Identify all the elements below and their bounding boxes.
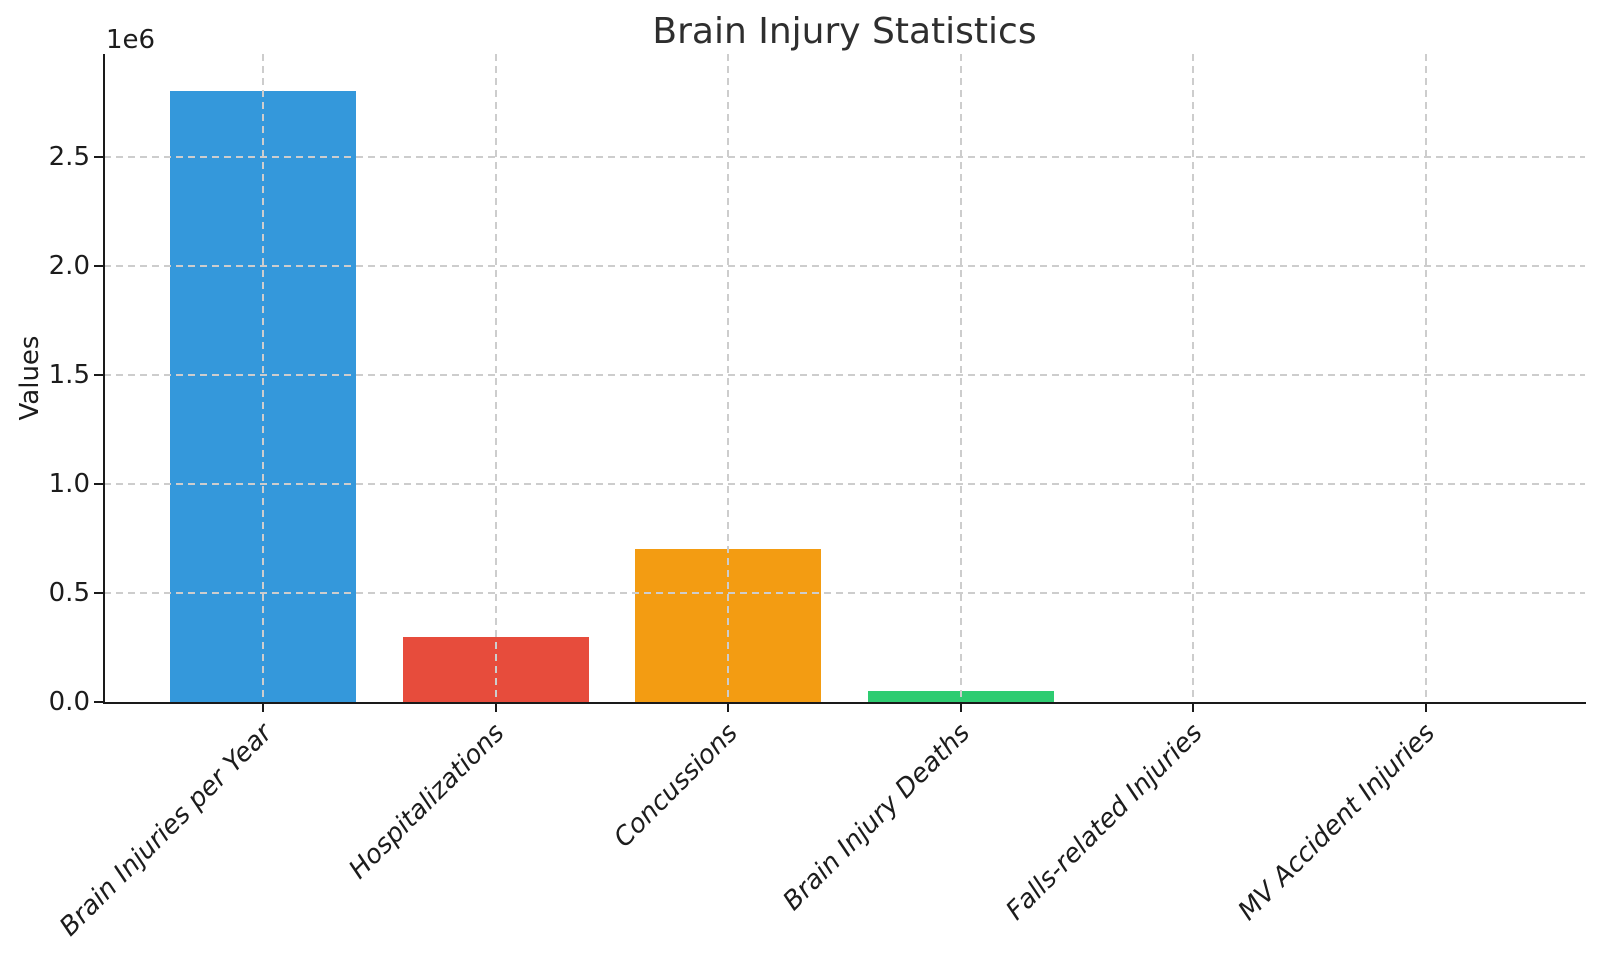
x-tick-mark [959,703,962,712]
h-gridline-2.5 [104,155,1585,158]
v-gridline-mv-accident-injuries [1425,54,1427,702]
y-tick-label-1.5: 1.5 [48,359,90,390]
x-tick-label-brain-injuries-per-year: Brain Injuries per Year [53,718,279,943]
x-tick-label-brain-injury-deaths: Brain Injury Deaths [777,718,977,917]
h-gridline-2.0 [104,264,1585,267]
y-tick-label-0.0: 0.0 [48,687,90,717]
y-tick-mark [94,701,103,703]
h-gridline-1.0 [104,482,1585,485]
y-tick-label-1.0: 1.0 [48,468,90,499]
v-gridline-falls-related-injuries [1192,54,1195,702]
y-axis-offset-label: 1e6 [106,25,156,55]
x-tick-mark [1192,703,1195,712]
y-tick-label-2.5: 2.5 [48,141,90,172]
y-tick-mark [94,591,103,594]
h-gridline-1.5 [104,373,1585,376]
x-tick-mark [1425,703,1427,712]
chart-title: Brain Injury Statistics [652,11,1037,52]
y-tick-label-2.0: 2.0 [48,250,90,281]
x-tick-mark [494,703,497,712]
v-gridline-hospitalizations [494,54,497,702]
y-axis-spine [103,54,105,704]
y-tick-label-0.5: 0.5 [48,577,90,608]
y-tick-mark [94,264,103,267]
x-tick-label-concussions: Concussions [607,718,744,854]
v-gridline-brain-injury-deaths [959,54,962,702]
x-tick-mark [262,703,264,712]
plot-area [104,54,1585,702]
x-tick-mark [727,703,730,712]
y-tick-mark [94,482,103,485]
h-gridline-0.5 [104,591,1585,594]
x-axis-spine [103,702,1586,704]
y-tick-mark [94,155,103,158]
v-gridline-brain-injuries-per-year [262,54,264,702]
x-tick-label-hospitalizations: Hospitalizations [343,718,511,886]
y-tick-mark [94,373,103,376]
x-tick-label-mv-accident-injuries: MV Accident Injuries [1232,718,1442,927]
v-gridline-concussions [727,54,730,702]
x-tick-label-falls-related-injuries: Falls-related Injuries [1000,718,1209,927]
